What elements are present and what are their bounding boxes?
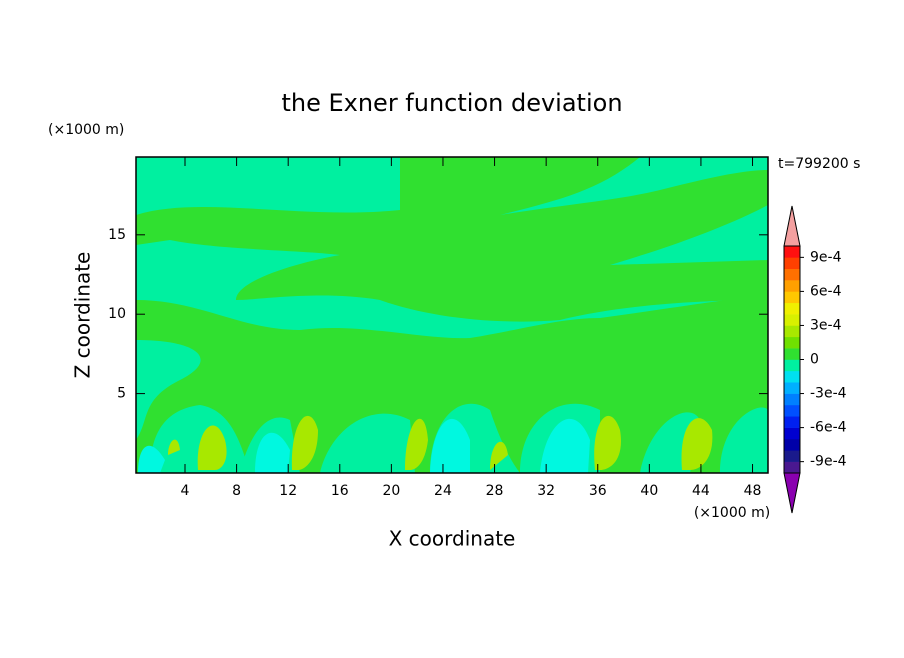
x-unit: (×1000 m) xyxy=(694,505,770,521)
x-tick-label: 36 xyxy=(589,483,607,499)
colorbar-bin xyxy=(784,336,800,349)
colorbar-bin xyxy=(784,393,800,406)
plot-frame xyxy=(135,156,769,474)
colorbar-bin xyxy=(784,416,800,428)
x-tick-label: 20 xyxy=(382,483,400,499)
x-tick-label: 28 xyxy=(486,483,504,499)
x-tick-label: 12 xyxy=(279,483,297,499)
colorbar-bin xyxy=(784,314,800,326)
colorbar-tick-label: -6e-4 xyxy=(810,420,847,436)
x-tick-label: 48 xyxy=(744,483,762,499)
colorbar-bin xyxy=(784,257,800,269)
colorbar-tick-label: 3e-4 xyxy=(810,317,842,333)
colorbar-bin xyxy=(784,404,800,417)
colorbar-tick-label: 9e-4 xyxy=(810,249,842,265)
y-tick-label: 10 xyxy=(108,306,126,322)
colorbar-bin xyxy=(784,450,800,462)
colorbar-bin xyxy=(784,291,800,304)
colorbar-bin xyxy=(784,359,800,372)
y-tick-label: 5 xyxy=(117,386,126,402)
colorbar-bin xyxy=(784,370,800,383)
colorbar-bin xyxy=(784,348,800,360)
colorbar-bin xyxy=(784,280,800,292)
x-tick-label: 32 xyxy=(537,483,555,499)
colorbar-tick-label: 6e-4 xyxy=(810,283,842,299)
colorbar-bin xyxy=(784,302,800,315)
x-tick-label: 40 xyxy=(640,483,658,499)
colorbar-bin xyxy=(784,438,800,451)
contour-field xyxy=(136,157,768,473)
colorbar-under xyxy=(783,472,801,514)
colorbar-bin xyxy=(784,427,800,440)
colorbar-tick-label: -3e-4 xyxy=(810,386,847,402)
y-axis-title: Z coordinate xyxy=(71,252,95,379)
colorbar-bin xyxy=(784,325,800,338)
colorbar-bin xyxy=(784,461,800,474)
x-tick-label: 8 xyxy=(232,483,241,499)
colorbar-bin xyxy=(784,246,800,258)
x-tick-label: 44 xyxy=(692,483,710,499)
x-tick-label: 24 xyxy=(434,483,452,499)
colorbar-tick-label: 0 xyxy=(810,352,819,368)
chart-title: the Exner function deviation xyxy=(281,89,622,117)
colorbar-bin xyxy=(784,382,800,394)
y-tick-label: 15 xyxy=(108,227,126,243)
colorbar-over xyxy=(783,205,801,247)
colorbar-bin xyxy=(784,268,800,281)
colorbar-tick-label: -9e-4 xyxy=(810,454,847,470)
x-tick-label: 16 xyxy=(331,483,349,499)
x-axis-title: X coordinate xyxy=(389,527,516,551)
x-tick-label: 4 xyxy=(181,483,190,499)
time-label: t=799200 s xyxy=(778,156,860,172)
y-unit: (×1000 m) xyxy=(48,122,124,138)
